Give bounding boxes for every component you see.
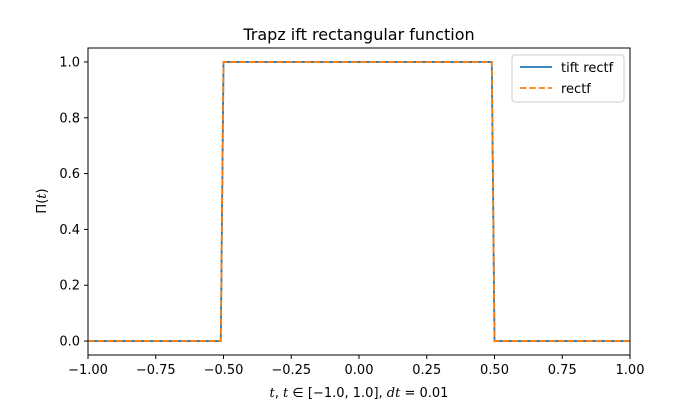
series-line-2 [88,61,630,342]
x-tick-label: −0.25 [271,363,311,378]
legend-items: tift rectf rectf [520,61,614,97]
y-tick-label: 0.8 [59,111,80,126]
legend: tift rectf rectf [511,54,625,103]
y-tick-label: 0.4 [59,223,80,238]
x-tick-label: 0.75 [548,363,577,378]
y-tick-label: 0.6 [59,167,80,182]
y-axis-label: Π(t) [35,188,50,213]
y-tick-label: 1.0 [59,55,80,70]
x-tick-label: 0.00 [345,363,374,378]
x-axis-label: t, t ∈ [−1.0, 1.0], dt = 0.01 [270,386,449,400]
y-tick-label: 0.2 [59,279,80,294]
y-tick-label: 0.0 [59,335,80,350]
series-layer [88,61,630,342]
x-tick-label: 0.25 [412,363,441,378]
y-axis-ticks: 0.0 0.2 0.4 0.6 0.8 1.0 [59,55,88,350]
x-tick-label: 1.00 [616,363,645,378]
chart-title: Trapz ift rectangular function [242,25,474,44]
series-line-1 [88,61,630,342]
x-tick-label: −0.50 [204,363,244,378]
x-axis-ticks: −1.00 −0.75 −0.50 −0.25 0.00 0.25 0.50 0.75 1.00 [68,355,644,378]
x-tick-label: −1.00 [68,363,108,378]
legend-label-2: rectf [561,82,591,97]
x-tick-label: 0.50 [480,363,509,378]
x-tick-label: −0.75 [136,363,176,378]
legend-label-1: tift rectf [561,61,614,76]
